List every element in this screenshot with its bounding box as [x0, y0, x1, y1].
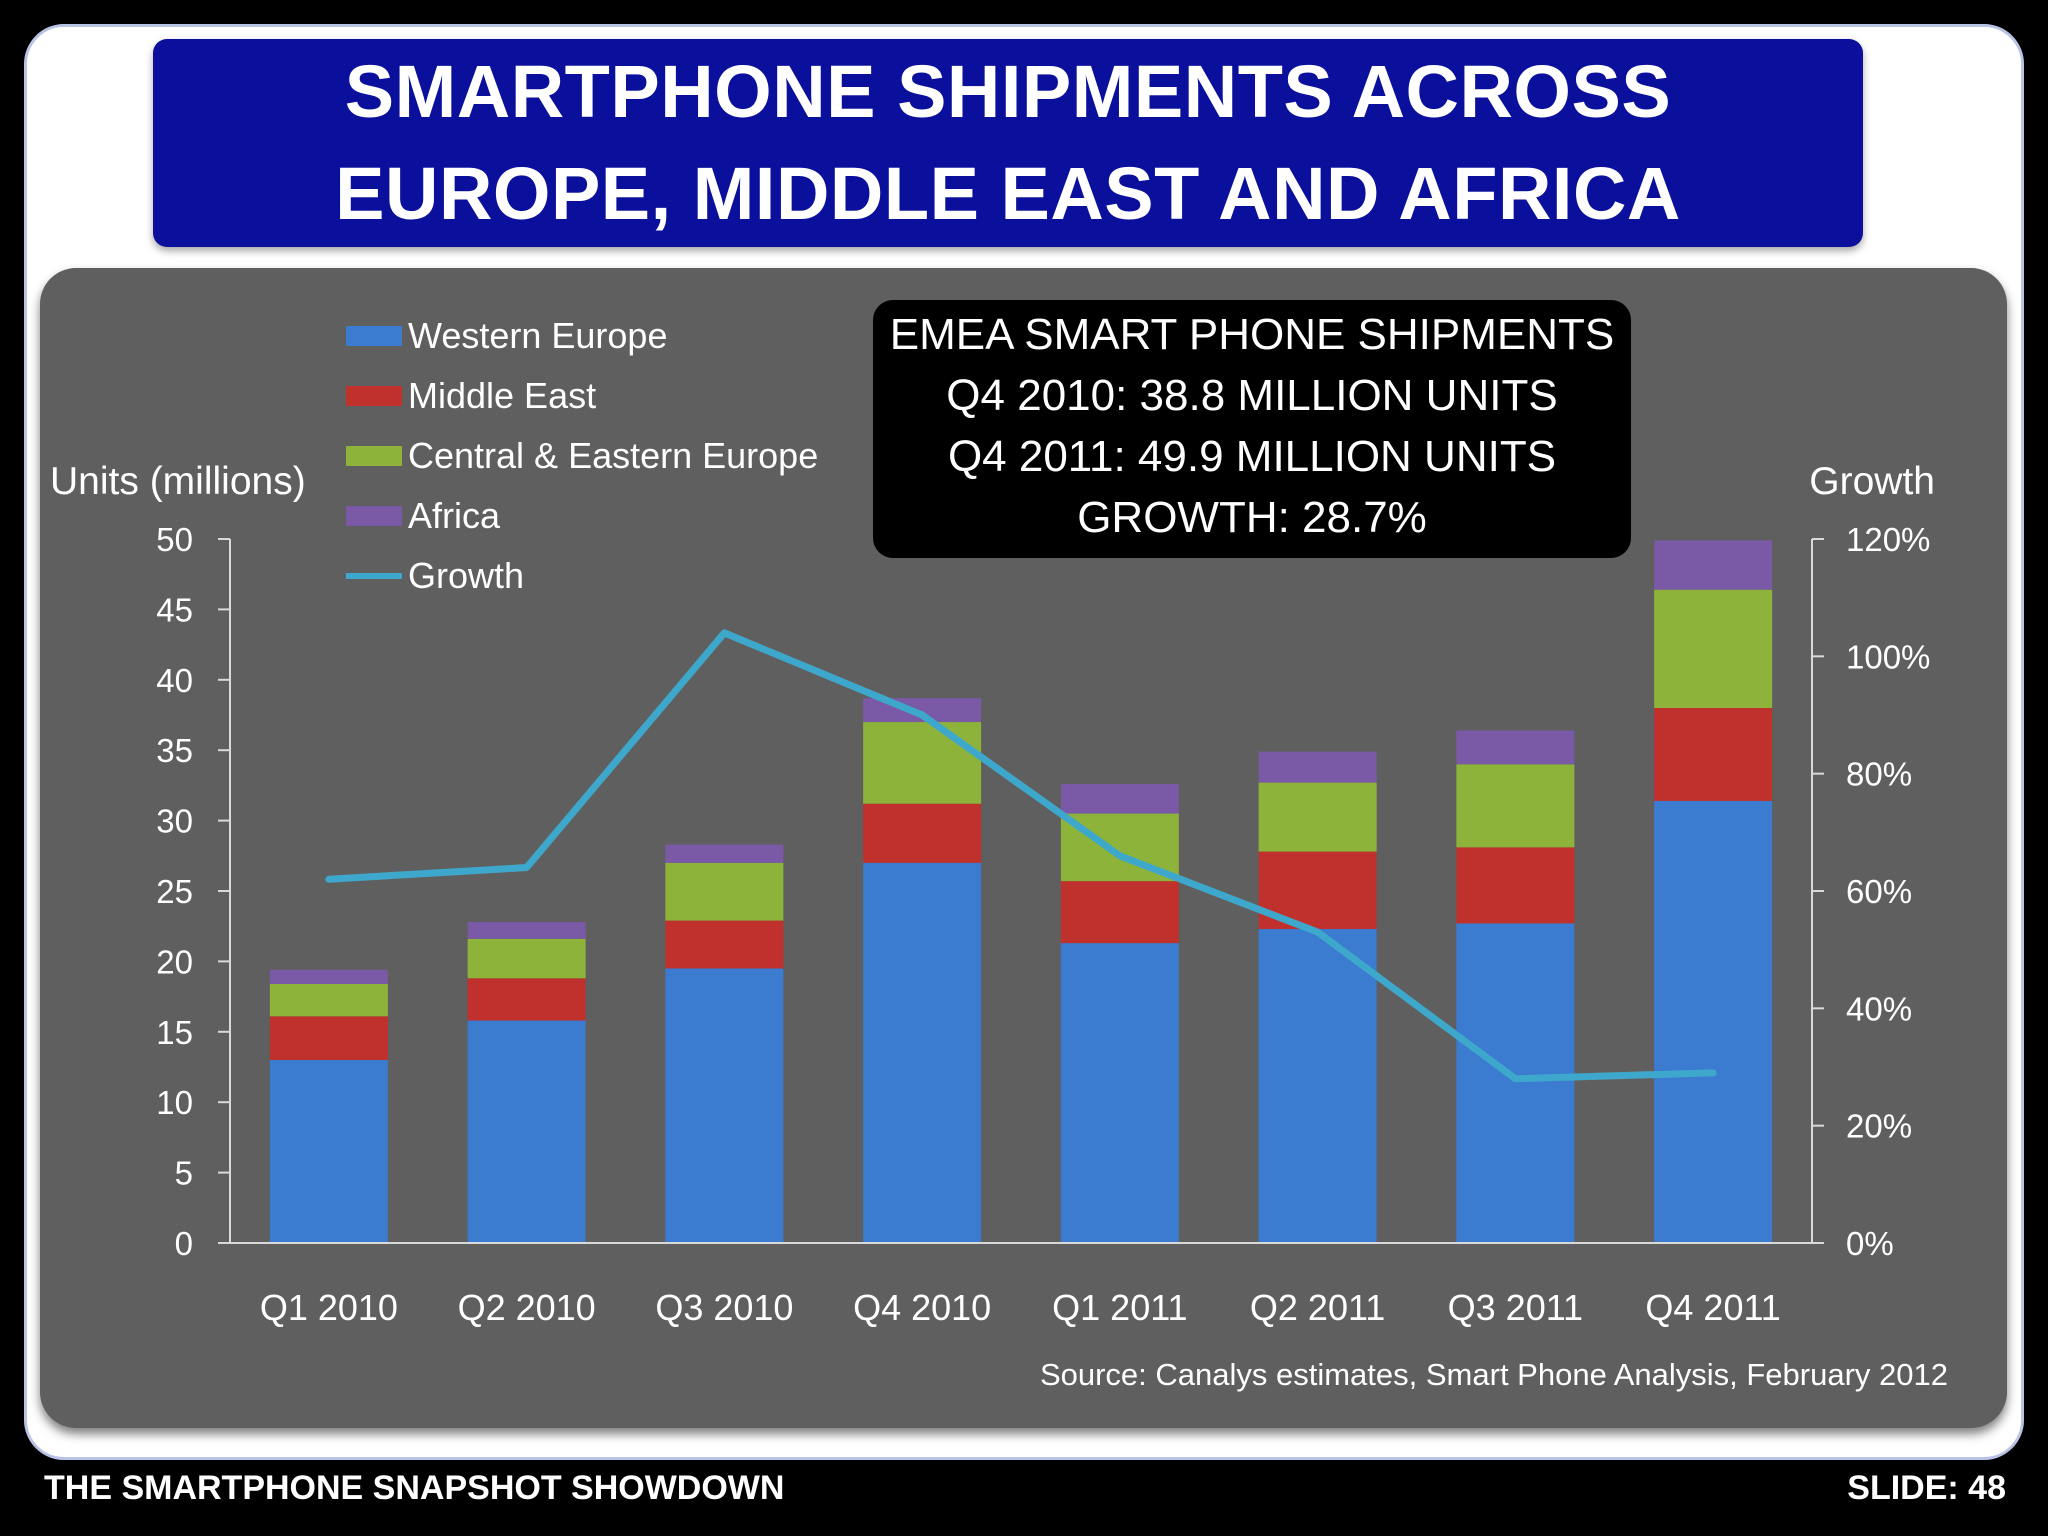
bar-1-6 — [1456, 847, 1575, 924]
y-right-tick-label: 60% — [1846, 873, 1912, 910]
chart-legend: Western Europe Middle East Central & Eas… — [346, 306, 818, 606]
x-tick-label: Q3 2011 — [1448, 1287, 1583, 1328]
bar-0-5 — [1258, 929, 1377, 1243]
bar-1-4 — [1060, 881, 1179, 944]
y-right-tick-label: 80% — [1846, 756, 1912, 793]
y-left-tick-label: 15 — [156, 1014, 193, 1051]
bar-3-4 — [1060, 783, 1179, 814]
summary-q4-2011: Q4 2011: 49.9 MILLION UNITS — [947, 432, 1557, 481]
summary-q4-2010: Q4 2010: 38.8 MILLION UNITS — [946, 371, 1558, 420]
bar-3-5 — [1258, 751, 1377, 783]
bar-2-6 — [1456, 764, 1575, 848]
footer-title: THE SMARTPHONE SNAPSHOT SHOWDOWN — [44, 1469, 785, 1507]
bar-3-2 — [665, 844, 784, 863]
legend-item-africa: Africa — [346, 486, 818, 546]
y-left-axis-label: Units (millions) — [50, 460, 306, 503]
summary-growth: GROWTH: 28.7% — [1077, 493, 1427, 542]
slide-number: SLIDE: 48 — [1847, 1469, 2006, 1507]
y-left-tick-label: 25 — [156, 873, 193, 910]
summary-box: EMEA SMART PHONE SHIPMENTS Q4 2010: 38.8… — [873, 300, 1631, 558]
bar-2-2 — [665, 862, 784, 921]
x-tick-label: Q1 2011 — [1052, 1287, 1187, 1328]
title-line-1: SMARTPHONE SHIPMENTS ACROSS — [344, 50, 1672, 133]
legend-line-growth — [346, 573, 402, 579]
bar-1-3 — [863, 803, 982, 863]
source-note: Source: Canalys estimates, Smart Phone A… — [1039, 1357, 1948, 1392]
legend-swatch-central-eastern-europe — [346, 446, 402, 466]
bar-2-0 — [269, 983, 388, 1017]
bar-2-5 — [1258, 782, 1377, 852]
y-left-tick-label: 20 — [156, 943, 193, 980]
y-right-tick-label: 20% — [1846, 1108, 1912, 1145]
bar-0-7 — [1654, 800, 1773, 1243]
title-line-2: EUROPE, MIDDLE EAST AND AFRICA — [335, 152, 1681, 235]
bar-3-7 — [1654, 540, 1773, 590]
x-tick-label: Q3 2010 — [655, 1287, 793, 1328]
y-right-tick-label: 0% — [1846, 1225, 1894, 1262]
legend-item-middle-east: Middle East — [346, 366, 818, 426]
legend-label: Western Europe — [408, 315, 668, 356]
y-left-tick-label: 10 — [156, 1084, 193, 1121]
legend-swatch-africa — [346, 506, 402, 526]
bar-2-1 — [467, 938, 586, 979]
bar-0-3 — [863, 862, 982, 1243]
y-left-tick-label: 45 — [156, 591, 193, 628]
y-left-tick-label: 35 — [156, 732, 193, 769]
y-left-tick-label: 5 — [175, 1155, 193, 1192]
bar-0-1 — [467, 1020, 586, 1243]
legend-swatch-middle-east — [346, 386, 402, 406]
legend-item-western-europe: Western Europe — [346, 306, 818, 366]
y-right-tick-label: 120% — [1846, 521, 1930, 558]
summary-heading: EMEA SMART PHONE SHIPMENTS — [889, 310, 1615, 359]
bar-1-1 — [467, 978, 586, 1021]
bar-0-2 — [665, 968, 784, 1243]
bar-3-0 — [269, 969, 388, 984]
y-right-tick-label: 100% — [1846, 638, 1930, 675]
legend-item-central-eastern-europe: Central & Eastern Europe — [346, 426, 818, 486]
title-banner: SMARTPHONE SHIPMENTS ACROSS EUROPE, MIDD… — [153, 39, 1863, 247]
bar-0-6 — [1456, 923, 1575, 1243]
bar-1-0 — [269, 1016, 388, 1060]
bar-0-4 — [1060, 943, 1179, 1243]
x-tick-label: Q4 2010 — [853, 1287, 991, 1328]
legend-swatch-western-europe — [346, 326, 402, 346]
bar-3-6 — [1456, 730, 1575, 765]
y-right-tick-label: 40% — [1846, 990, 1912, 1027]
y-left-tick-label: 50 — [156, 521, 193, 558]
y-left-tick-label: 40 — [156, 662, 193, 699]
legend-item-growth: Growth — [346, 546, 818, 606]
legend-label: Central & Eastern Europe — [408, 435, 819, 476]
x-tick-label: Q4 2011 — [1645, 1287, 1780, 1328]
legend-label: Middle East — [408, 375, 597, 416]
y-right-axis-label: Growth — [1809, 460, 1935, 503]
bar-0-0 — [269, 1059, 388, 1243]
x-tick-label: Q2 2011 — [1250, 1287, 1385, 1328]
y-left-tick-label: 0 — [175, 1225, 193, 1262]
growth-line — [325, 629, 1717, 1083]
legend-label: Growth — [408, 555, 525, 596]
bar-1-7 — [1654, 707, 1773, 801]
bar-2-3 — [863, 722, 982, 804]
legend-label: Africa — [408, 495, 501, 536]
y-left-tick-label: 30 — [156, 803, 193, 840]
bar-2-7 — [1654, 589, 1773, 708]
bar-1-2 — [665, 920, 784, 969]
x-tick-label: Q2 2010 — [458, 1287, 596, 1328]
bar-3-1 — [467, 921, 586, 939]
x-tick-label: Q1 2010 — [260, 1287, 398, 1328]
